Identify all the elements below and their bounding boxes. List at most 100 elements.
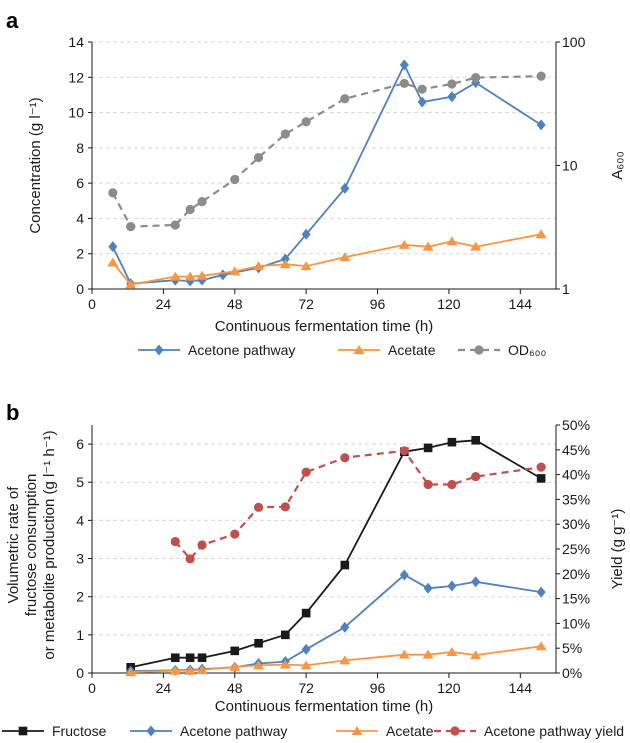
data-point bbox=[281, 630, 290, 640]
data-point bbox=[422, 649, 434, 659]
data-point bbox=[280, 129, 290, 139]
legend-label: Acetate bbox=[388, 342, 436, 358]
data-point bbox=[253, 502, 264, 512]
y-tick-label: 5 bbox=[76, 474, 84, 490]
data-point bbox=[422, 241, 434, 251]
y-tick-label: 0 bbox=[76, 665, 84, 681]
data-point bbox=[398, 649, 410, 659]
y-tick-label: 6 bbox=[76, 436, 84, 452]
data-point bbox=[184, 271, 196, 281]
y-tick-label: 14 bbox=[68, 34, 84, 50]
x-tick-label: 72 bbox=[298, 680, 314, 696]
y-tick-label: 2 bbox=[76, 246, 84, 262]
data-point bbox=[535, 229, 547, 239]
data-point bbox=[399, 59, 409, 71]
data-point bbox=[280, 502, 290, 512]
x-tick-label: 48 bbox=[227, 680, 243, 696]
series-line bbox=[111, 64, 542, 285]
y2-axis-title: Yield (g g⁻¹) bbox=[609, 509, 626, 590]
y2-tick-label: 1 bbox=[562, 281, 570, 297]
data-point bbox=[471, 72, 481, 83]
series-acetate bbox=[125, 641, 547, 677]
y2-tick-label: 10% bbox=[562, 615, 590, 631]
data-point bbox=[230, 174, 240, 185]
data-point bbox=[229, 661, 241, 671]
y-tick-label: 2 bbox=[76, 589, 84, 605]
data-point bbox=[197, 653, 207, 663]
data-point bbox=[254, 638, 263, 648]
data-point bbox=[399, 569, 409, 581]
data-point bbox=[423, 479, 433, 490]
data-point bbox=[423, 582, 433, 594]
legend: Acetone pathway Acetate OD₆₀₀ bbox=[138, 342, 546, 358]
data-point bbox=[279, 259, 291, 269]
data-point bbox=[536, 586, 546, 598]
data-point bbox=[107, 257, 119, 267]
data-point bbox=[218, 269, 228, 281]
legend-swatch-marker bbox=[351, 726, 363, 735]
y-axis-title-line: fructose consumption bbox=[23, 474, 40, 617]
y-tick-label: 3 bbox=[76, 551, 84, 567]
data-point bbox=[197, 197, 207, 207]
y-axis-title-line: or metabolite production (g l⁻¹ h⁻¹) bbox=[41, 430, 58, 659]
y2-tick-label: 45% bbox=[562, 442, 590, 458]
data-point bbox=[170, 653, 180, 663]
legend-label: Acetate bbox=[386, 723, 434, 739]
y2-tick-label: 100 bbox=[562, 34, 586, 50]
y2-tick-label: 50% bbox=[562, 417, 590, 433]
data-point bbox=[253, 660, 265, 670]
data-point bbox=[170, 220, 180, 230]
data-point bbox=[339, 252, 351, 262]
y2-tick-label: 35% bbox=[562, 491, 590, 507]
data-point bbox=[447, 79, 457, 89]
data-point bbox=[470, 241, 482, 251]
data-point bbox=[125, 667, 137, 677]
data-point bbox=[340, 621, 350, 633]
chart-panel-b: 0 1 2 3 4 5 6 0% 5% 10% 15% 20% 25% 30% 35% 40% 45% 50% 0 2… bbox=[2, 417, 626, 739]
data-point bbox=[536, 474, 546, 483]
y-tick-label: 8 bbox=[76, 140, 84, 156]
data-point bbox=[196, 664, 208, 674]
data-point bbox=[197, 540, 207, 550]
legend-swatch-marker bbox=[353, 345, 365, 354]
x-axis-title: Continuous fermentation time (h) bbox=[215, 698, 433, 715]
data-point bbox=[185, 204, 195, 215]
data-point bbox=[447, 479, 457, 490]
series-acetone-pathway-yield bbox=[170, 446, 546, 564]
data-point bbox=[399, 446, 409, 456]
data-point bbox=[340, 453, 350, 463]
y2-tick-label: 25% bbox=[562, 541, 590, 557]
data-point bbox=[535, 641, 547, 651]
data-point bbox=[126, 222, 136, 232]
data-point bbox=[417, 84, 427, 94]
series-acetate bbox=[107, 229, 547, 289]
legend-label: Acetone pathway bbox=[180, 723, 287, 739]
legend-swatch-marker bbox=[18, 726, 28, 736]
data-point bbox=[169, 665, 181, 675]
data-point bbox=[301, 643, 311, 655]
data-point bbox=[340, 560, 350, 570]
y2-tick-label: 15% bbox=[562, 591, 590, 607]
x-tick-label: 24 bbox=[156, 680, 172, 696]
data-point bbox=[536, 119, 546, 131]
data-point bbox=[196, 270, 208, 280]
panel-b-label: b bbox=[6, 400, 19, 425]
y2-axis-title: A₆₀₀ bbox=[609, 151, 626, 180]
y2-tick-label: 40% bbox=[562, 467, 590, 483]
y2-tick-label: 20% bbox=[562, 566, 590, 582]
y2-tick-label: 30% bbox=[562, 516, 590, 532]
data-point bbox=[536, 71, 546, 81]
data-point bbox=[229, 266, 241, 276]
y-tick-label: 10 bbox=[68, 105, 84, 121]
data-point bbox=[471, 435, 480, 445]
y-tick-label: 1 bbox=[76, 627, 84, 643]
y-tick-label: 4 bbox=[76, 210, 84, 226]
data-point bbox=[279, 659, 291, 669]
x-tick-label: 96 bbox=[370, 680, 386, 696]
data-point bbox=[300, 660, 312, 670]
series-acetone-pathway bbox=[108, 59, 546, 290]
data-point bbox=[253, 261, 265, 271]
data-point bbox=[170, 536, 180, 547]
data-point bbox=[399, 78, 409, 89]
